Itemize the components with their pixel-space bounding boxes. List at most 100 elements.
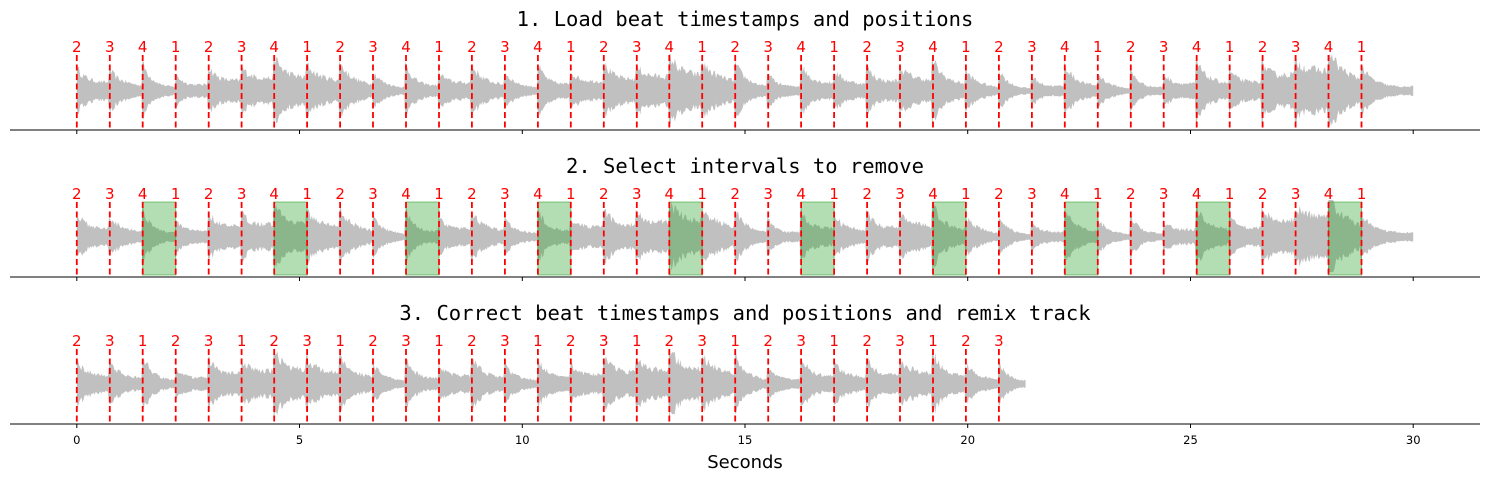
beat-position-label: 2 — [665, 332, 675, 350]
beat-position-label: 3 — [500, 332, 510, 350]
beat-position-label: 3 — [697, 332, 707, 350]
beat-position-label: 1 — [434, 38, 444, 56]
beat-position-label: 1 — [434, 185, 444, 203]
beat-position-label: 2 — [1258, 185, 1268, 203]
beat-position-label: 3 — [105, 185, 115, 203]
beat-position-label: 2 — [204, 38, 214, 56]
beat-position-label: 1 — [171, 38, 181, 56]
beat-position-label: 2 — [763, 332, 773, 350]
x-tick-label: 25 — [1183, 433, 1198, 447]
beat-position-label: 4 — [665, 38, 675, 56]
beat-position-label: 1 — [434, 332, 444, 350]
x-tick-label: 30 — [1406, 433, 1421, 447]
panel-title: 3. Correct beat timestamps and positions… — [399, 301, 1091, 325]
beat-position-label: 1 — [171, 185, 181, 203]
beat-position-label: 2 — [730, 185, 740, 203]
beat-position-label: 4 — [928, 38, 938, 56]
beat-position-label: 1 — [829, 38, 839, 56]
beat-position-label: 2 — [72, 332, 82, 350]
panel-select-intervals: 2. Select intervals to remove 2 3 4 1 2 3 4 1 2 3… — [10, 154, 1480, 281]
panel-plot-area: 2 3 4 1 2 3 4 1 2 3 4 1 2 3 4 1 2 3 4 1 2 3 4 1 2 3 4 1 2 3 4 1 2 3 4 1 2 3 4 1 — [10, 185, 1480, 281]
removed-interval — [1328, 201, 1362, 276]
beat-position-label: 2 — [566, 332, 576, 350]
beat-position-label: 4 — [1192, 185, 1202, 203]
beat-position-label: 4 — [401, 185, 411, 203]
x-tick-label: 20 — [960, 433, 975, 447]
beat-position-label: 3 — [895, 185, 905, 203]
beat-position-label: 1 — [632, 332, 642, 350]
beat-position-label: 2 — [862, 332, 872, 350]
beat-position-label: 1 — [1357, 38, 1367, 56]
beat-position-label: 1 — [1093, 185, 1103, 203]
beat-position-label: 3 — [237, 185, 247, 203]
beat-position-label: 1 — [1225, 38, 1235, 56]
beat-position-label: 4 — [533, 38, 543, 56]
beat-position-label: 3 — [368, 38, 378, 56]
removed-interval — [405, 201, 440, 276]
beat-position-label: 3 — [796, 332, 806, 350]
beat-position-label: 1 — [302, 38, 312, 56]
beat-position-label: 2 — [1258, 38, 1268, 56]
beat-position-label: 3 — [599, 332, 609, 350]
beat-position-label: 1 — [237, 332, 247, 350]
beat-position-label: 1 — [335, 332, 345, 350]
removed-interval — [142, 201, 177, 276]
x-tick-label: 15 — [738, 433, 753, 447]
x-tick-label: 0 — [73, 433, 80, 447]
beat-position-label: 2 — [1126, 38, 1136, 56]
beat-position-label: 3 — [763, 185, 773, 203]
beat-position-label: 3 — [1291, 38, 1301, 56]
beat-position-label: 2 — [599, 38, 609, 56]
beat-position-label: 3 — [632, 185, 642, 203]
panel-remix-track: 3. Correct beat timestamps and positions… — [10, 301, 1480, 447]
beat-position-label: 3 — [401, 332, 411, 350]
beat-position-label: 1 — [829, 185, 839, 203]
beat-position-label: 2 — [730, 38, 740, 56]
beat-position-label: 2 — [467, 332, 477, 350]
panel-plot-area: 2 3 1 2 3 1 2 3 1 2 3 1 2 3 1 2 3 1 2 3 1 2 3 1 2 3 1 2 30 5 10 15 20 25 3… — [10, 332, 1480, 447]
beat-position-label: 4 — [138, 185, 148, 203]
beat-position-label: 3 — [895, 38, 905, 56]
beat-position-label: 2 — [204, 185, 214, 203]
x-tick-label: 5 — [296, 433, 303, 447]
beat-position-label: 1 — [928, 332, 938, 350]
beat-position-label: 3 — [105, 332, 115, 350]
beat-position-label: 3 — [1159, 185, 1169, 203]
panel-plot-area: 2 3 4 1 2 3 4 1 2 3 4 1 2 3 4 1 2 3 4 1 2 3 4 1 2 3 4 1 2 3 4 1 2 3 4 1 2 3 4 1 — [10, 38, 1480, 134]
beat-position-label: 2 — [269, 332, 279, 350]
beat-position-label: 4 — [269, 38, 279, 56]
beat-position-label: 1 — [1093, 38, 1103, 56]
beat-position-label: 1 — [138, 332, 148, 350]
beat-position-label: 1 — [697, 185, 707, 203]
beat-position-label: 3 — [763, 38, 773, 56]
removed-interval — [1064, 201, 1099, 276]
beat-position-label: 4 — [138, 38, 148, 56]
beat-position-label: 1 — [961, 185, 971, 203]
beat-position-label: 4 — [533, 185, 543, 203]
beat-position-label: 4 — [796, 185, 806, 203]
beat-position-label: 3 — [302, 332, 312, 350]
beat-position-label: 3 — [1027, 185, 1037, 203]
beat-position-label: 4 — [1060, 38, 1070, 56]
beat-position-label: 1 — [961, 38, 971, 56]
beat-position-label: 2 — [862, 38, 872, 56]
beat-position-label: 3 — [368, 185, 378, 203]
beat-position-label: 4 — [1324, 38, 1334, 56]
panel-load-beats: 1. Load beat timestamps and positions 2 3… — [10, 7, 1480, 134]
removed-interval — [537, 201, 572, 276]
beat-position-label: 1 — [829, 332, 839, 350]
beat-position-label: 4 — [796, 38, 806, 56]
beat-position-label: 3 — [632, 38, 642, 56]
beat-position-label: 2 — [171, 332, 181, 350]
audio-waveform — [76, 54, 1414, 127]
beat-position-label: 3 — [105, 38, 115, 56]
beat-position-label: 1 — [697, 38, 707, 56]
removed-interval — [800, 201, 835, 276]
beat-position-label: 2 — [994, 38, 1004, 56]
removed-interval — [932, 201, 967, 276]
beat-position-label: 3 — [500, 185, 510, 203]
removed-interval — [273, 201, 308, 276]
x-axis-label: Seconds — [707, 452, 783, 473]
